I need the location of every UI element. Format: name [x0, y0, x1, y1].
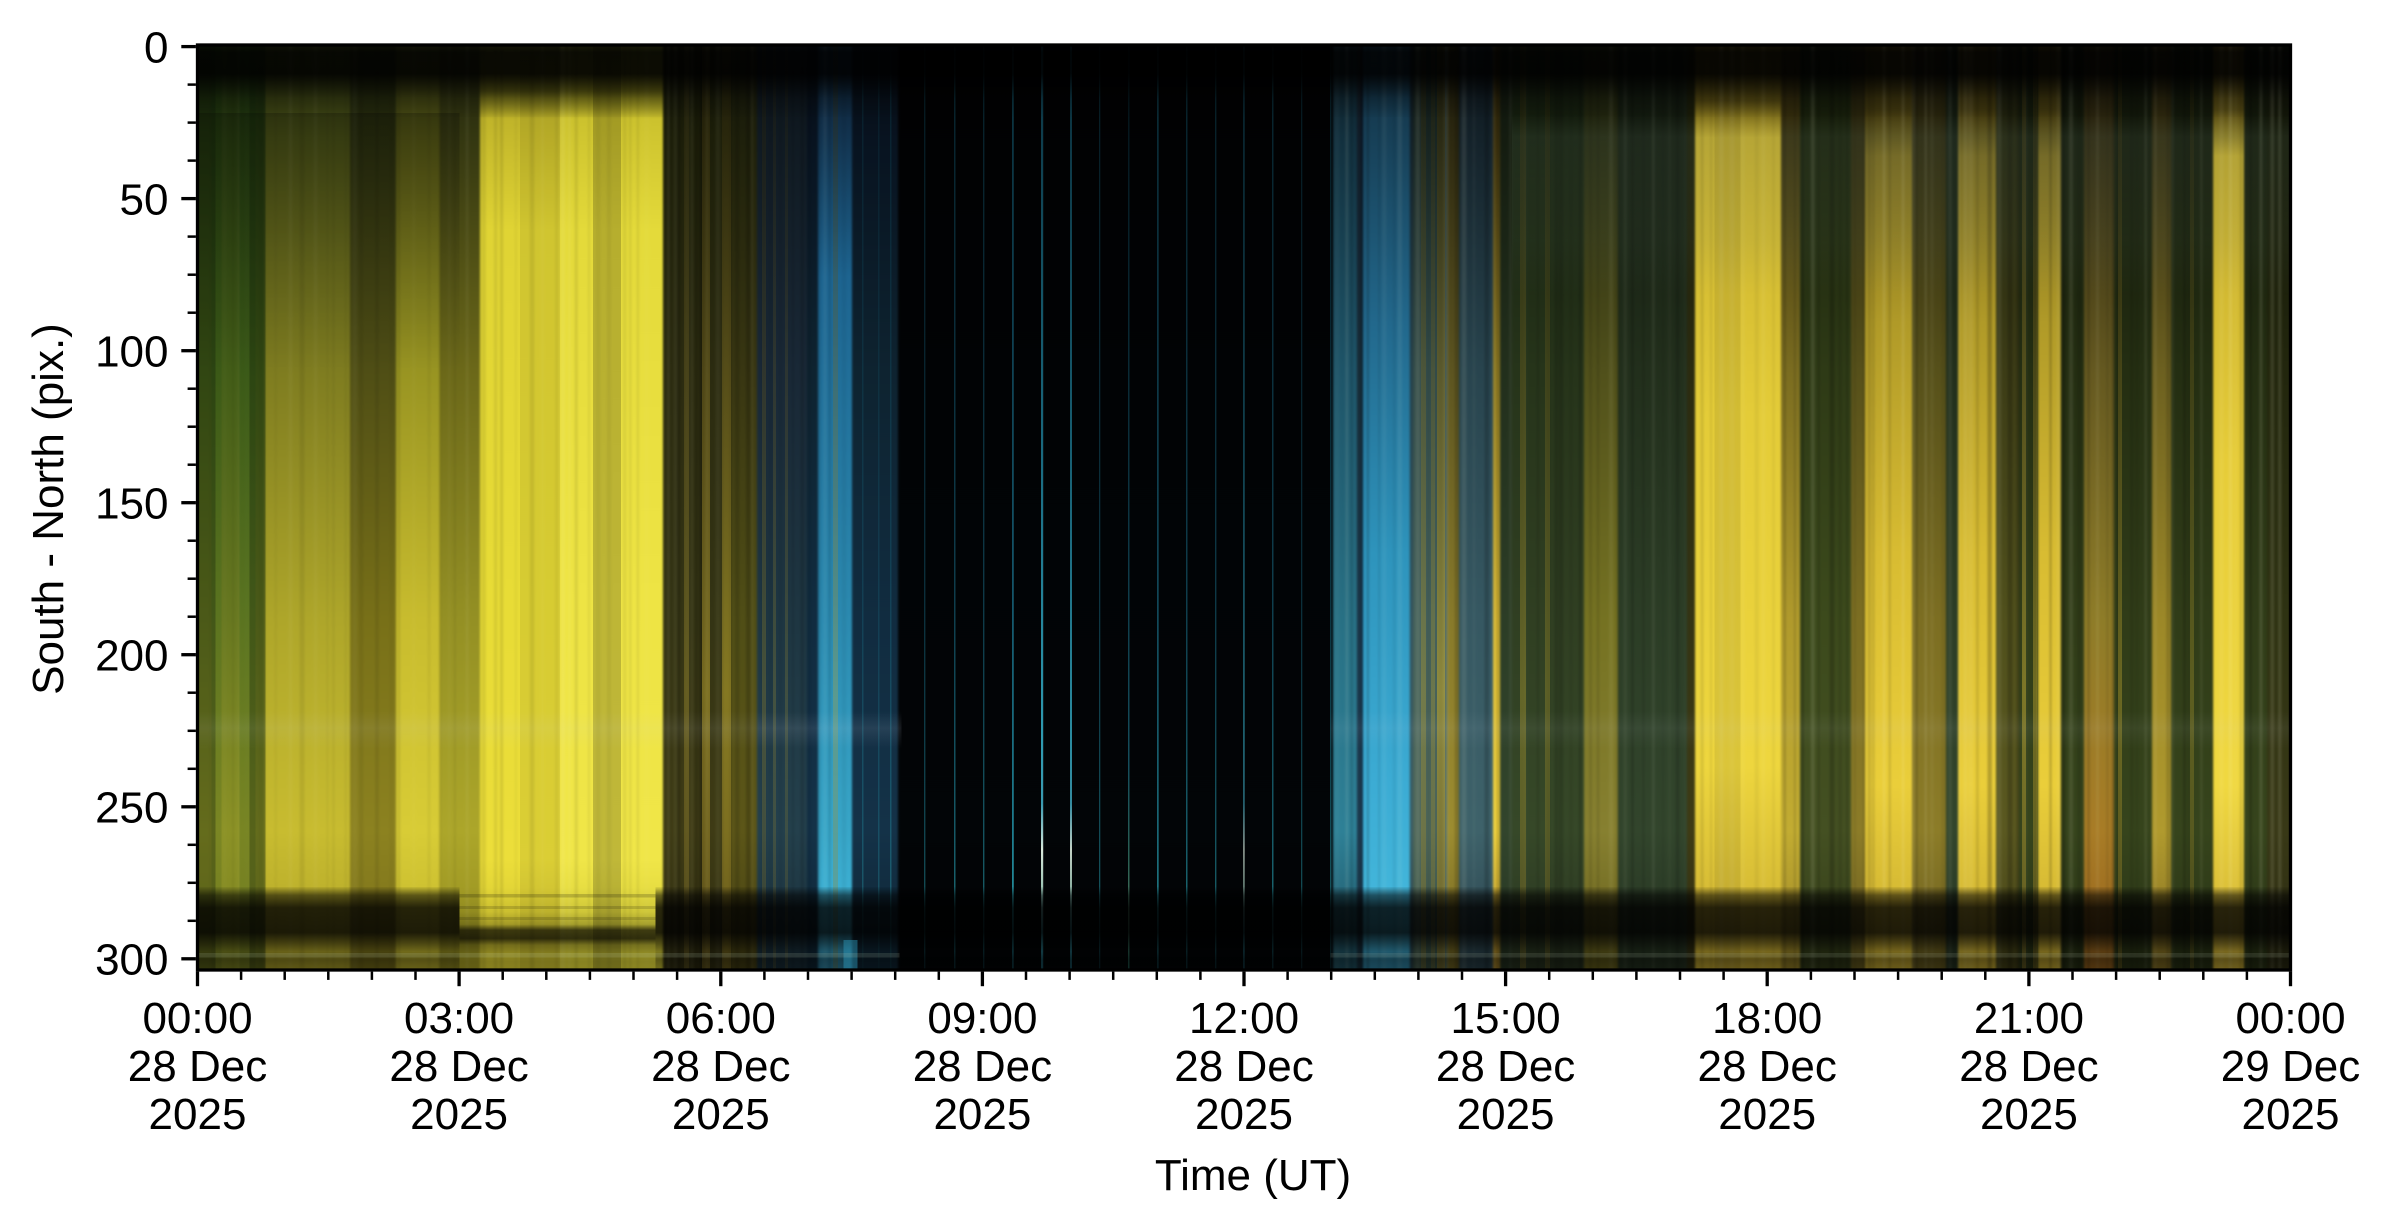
svg-text:28 Dec: 28 Dec	[389, 1042, 528, 1091]
svg-text:50: 50	[120, 175, 169, 224]
svg-text:Time (UT): Time (UT)	[1155, 1151, 1351, 1200]
svg-text:2025: 2025	[410, 1090, 508, 1139]
svg-text:2025: 2025	[149, 1090, 247, 1139]
svg-text:00:00: 00:00	[2235, 994, 2345, 1043]
svg-text:2025: 2025	[1457, 1090, 1555, 1139]
svg-text:03:00: 03:00	[404, 994, 514, 1043]
svg-text:250: 250	[95, 784, 168, 833]
svg-text:2025: 2025	[1980, 1090, 2078, 1139]
svg-text:2025: 2025	[672, 1090, 770, 1139]
svg-text:2025: 2025	[933, 1090, 1031, 1139]
svg-text:2025: 2025	[1718, 1090, 1816, 1139]
svg-text:21:00: 21:00	[1974, 994, 2084, 1043]
svg-text:200: 200	[95, 631, 168, 680]
svg-text:150: 150	[95, 479, 168, 528]
svg-text:28 Dec: 28 Dec	[1436, 1042, 1575, 1091]
svg-text:300: 300	[95, 936, 168, 985]
svg-text:2025: 2025	[1195, 1090, 1293, 1139]
svg-text:09:00: 09:00	[927, 994, 1037, 1043]
svg-text:South - North (pix.): South - North (pix.)	[24, 323, 73, 695]
svg-text:28 Dec: 28 Dec	[913, 1042, 1052, 1091]
svg-text:00:00: 00:00	[142, 994, 252, 1043]
svg-text:2025: 2025	[2242, 1090, 2340, 1139]
svg-text:0: 0	[144, 23, 168, 72]
svg-text:28 Dec: 28 Dec	[651, 1042, 790, 1091]
svg-text:28 Dec: 28 Dec	[1959, 1042, 2098, 1091]
svg-text:06:00: 06:00	[666, 994, 776, 1043]
svg-text:100: 100	[95, 327, 168, 376]
svg-text:29 Dec: 29 Dec	[2221, 1042, 2360, 1091]
svg-text:28 Dec: 28 Dec	[1697, 1042, 1836, 1091]
svg-text:15:00: 15:00	[1451, 994, 1561, 1043]
svg-text:18:00: 18:00	[1712, 994, 1822, 1043]
svg-text:28 Dec: 28 Dec	[1174, 1042, 1313, 1091]
svg-text:12:00: 12:00	[1189, 994, 1299, 1043]
svg-text:28 Dec: 28 Dec	[128, 1042, 267, 1091]
